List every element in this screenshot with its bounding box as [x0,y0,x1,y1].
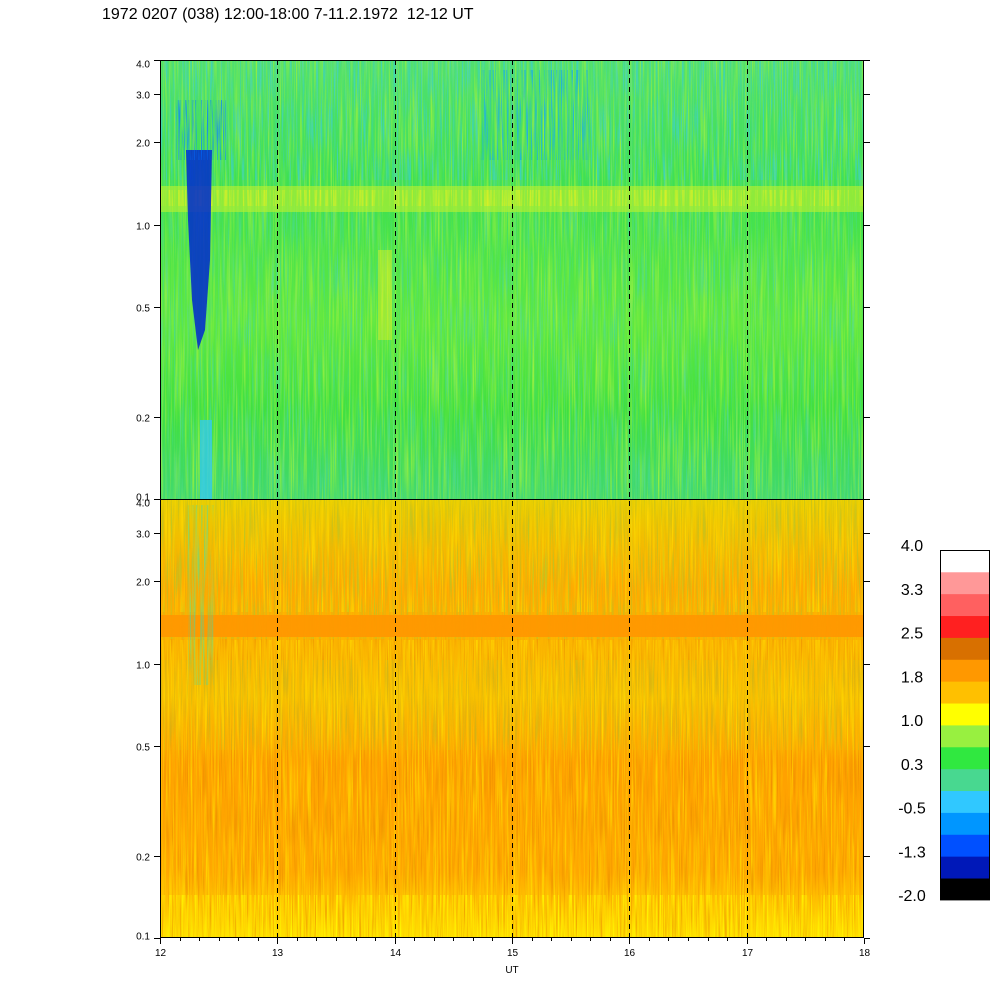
y-tick-label: 1.0 [136,661,150,672]
colorbar-label: 0.3 [901,757,923,774]
colorbar-swatch [940,571,990,595]
x-tick-label: 15 [507,948,519,959]
x-tick-label: 16 [624,948,636,959]
page-title: 1972 0207 (038) 12:00-18:00 7-11.2.1972 … [102,6,474,23]
y-tick-label: 4.0 [136,499,150,510]
y-tick-label: 4.0 [136,60,150,71]
colorbar-swatch [940,637,990,660]
colorbar-swatch [940,746,990,770]
y-tick-label: 3.0 [136,91,150,102]
colorbar-swatch [940,659,990,682]
colorbar-swatch [940,768,990,792]
x-tick-label: 17 [742,948,754,959]
colorbar-swatch [940,812,990,835]
x-tick-label: 12 [155,948,167,959]
y-tick-label: 0.2 [136,414,150,425]
x-tick-label: 14 [390,948,402,959]
y-tick-label: 2.0 [136,139,150,150]
y-tick-label: 3.0 [136,530,150,541]
y-tick-label: 0.2 [136,853,150,864]
y-tick-label: 0.5 [136,304,150,315]
dashed-gridlines [277,60,748,938]
colorbar-label: 2.5 [901,626,923,643]
colorbar-label: 4.0 [901,538,923,555]
colorbar-swatch [940,615,990,638]
colorbar-label: -2.0 [898,888,926,905]
colorbar-swatch [940,593,990,617]
colorbar-swatch [940,550,990,573]
colorbar-label: -1.3 [898,844,926,861]
colorbar: 4.0 3.3 2.5 1.8 1.0 0.3 -0.5 -1.3 -2.0 [898,538,990,905]
colorbar-swatch [940,790,990,813]
colorbar-label: 1.0 [901,713,923,730]
colorbar-swatch [940,878,990,901]
y-tick-label: 2.0 [136,578,150,589]
colorbar-swatch [940,834,990,857]
y-tick-label: 0.1 [136,932,150,943]
colorbar-swatch [940,725,990,748]
y-tick-label: 0.5 [136,743,150,754]
colorbar-label: 1.8 [901,669,923,686]
colorbar-swatch [940,703,990,726]
x-tick-label: 13 [272,948,284,959]
colorbar-swatch [940,856,990,879]
y-tick-label: 0.1 [136,493,150,504]
colorbar-swatch [940,681,990,704]
x-axis-label: UT [505,965,518,976]
colorbar-label: 3.3 [901,582,923,599]
colorbar-label: -0.5 [898,801,926,818]
y-tick-label: 1.0 [136,222,150,233]
x-tick-label: 18 [859,948,871,959]
